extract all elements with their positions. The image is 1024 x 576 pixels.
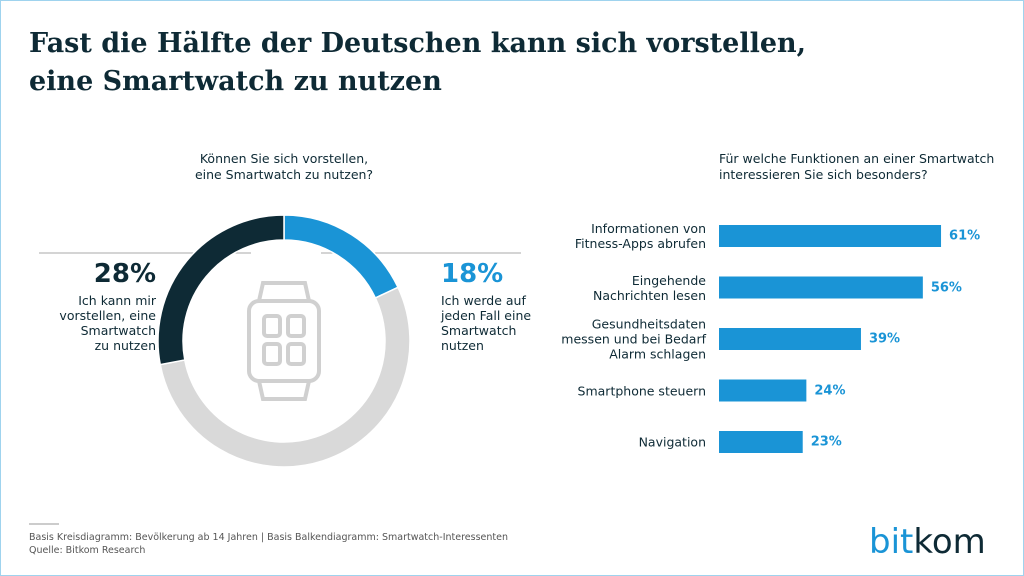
bar — [719, 328, 861, 350]
chart-subtitle: Können Sie sich vorstellen, eine Smartwa… — [194, 151, 374, 182]
bar — [719, 431, 803, 453]
category-label: Informationen von Fitness-Apps abrufen — [574, 221, 706, 251]
value-label: 56% — [930, 280, 962, 295]
value-label: 61% — [949, 228, 981, 244]
chart-subtitle: Für welche Funktionen an einer Smartwatc… — [719, 151, 995, 182]
bar — [719, 379, 807, 402]
category-label: Ich werde auf jeden Fall eine Smartwatch… — [441, 293, 532, 353]
value-label: 28% — [93, 259, 156, 289]
value-label: 39% — [868, 331, 901, 347]
logo-part: bit — [869, 522, 913, 562]
title: Fast die Hälfte der Deutschen kann sich … — [29, 28, 807, 97]
bar — [719, 225, 942, 247]
category-label: Gesundheitsdaten messen und bei Bedarf A… — [561, 316, 706, 362]
logo-part: kom — [913, 522, 985, 562]
donut-segment — [157, 214, 285, 366]
value-label: 18% — [441, 259, 504, 289]
donut-segment — [283, 214, 400, 299]
category-label: Smartphone steuern — [577, 383, 706, 398]
bar — [719, 276, 923, 299]
value-label: 24% — [814, 383, 846, 398]
watch-icon — [247, 281, 321, 401]
donut-segment — [159, 286, 411, 468]
value-label: 23% — [810, 434, 842, 450]
category-label: Eingehende Nachrichten lesen — [593, 272, 706, 303]
category-label: Navigation — [638, 434, 706, 450]
footer-source: Quelle: Bitkom Research — [29, 545, 146, 556]
footer-note: Basis Kreisdiagramm: Bevölkerung ab 14 J… — [29, 532, 508, 543]
category-label: Ich kann mir vorstellen, eine Smartwatch… — [59, 293, 156, 353]
logo: bitkom — [869, 522, 986, 562]
